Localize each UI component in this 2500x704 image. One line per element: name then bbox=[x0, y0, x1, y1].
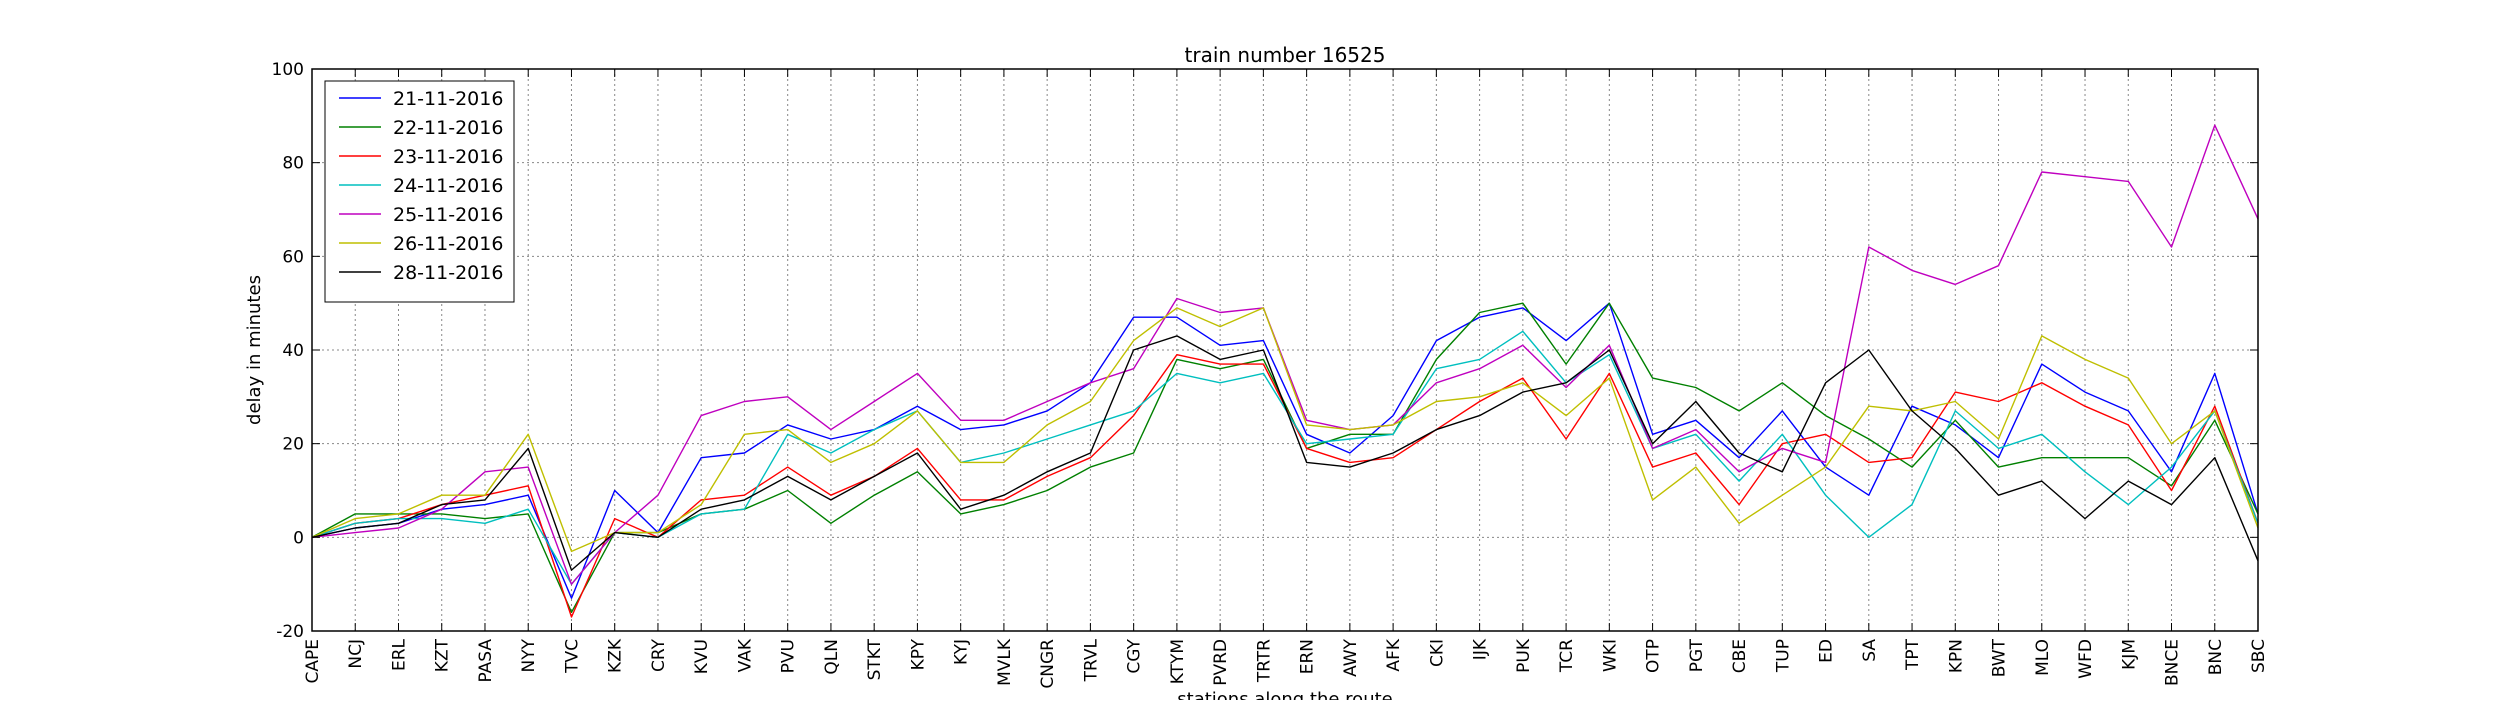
x-tick-label: AFK bbox=[1384, 638, 1404, 671]
x-tick-label: BWT bbox=[1990, 638, 2010, 677]
x-tick-label: CGY bbox=[1125, 638, 1145, 673]
legend-label: 24-11-2016 bbox=[393, 175, 503, 197]
chart-title: train number 16525 bbox=[1185, 43, 1386, 67]
x-tick-label: MLO bbox=[2033, 639, 2053, 676]
x-tick-label: CKI bbox=[1427, 639, 1447, 667]
y-axis: -20 0 20 40 60 80 100 bbox=[272, 60, 2258, 642]
legend: 21-11-2016 22-11-2016 23-11-2016 24-11-2016… bbox=[324, 80, 515, 303]
y-axis-label: delay in minutes bbox=[244, 275, 265, 425]
x-tick-label: AWY bbox=[1341, 638, 1361, 677]
grid bbox=[312, 69, 2258, 631]
x-tick-label: TUP bbox=[1773, 639, 1793, 673]
x-tick-label: IJK bbox=[1471, 638, 1491, 660]
legend-label: 28-11-2016 bbox=[393, 262, 503, 284]
x-tick-label: TPT bbox=[1903, 638, 1923, 671]
legend-box bbox=[324, 80, 515, 303]
x-tick-label: STKT bbox=[865, 638, 885, 680]
x-axis-label: stations along the route bbox=[1177, 689, 1392, 700]
series-lines bbox=[311, 124, 2259, 618]
x-tick-label: BNC bbox=[2206, 639, 2226, 675]
x-tick-label: NCJ bbox=[346, 639, 366, 669]
x-tick-label: KPN bbox=[1946, 639, 1966, 673]
x-tick-label: TCR bbox=[1557, 639, 1577, 673]
legend-label: 26-11-2016 bbox=[393, 233, 503, 255]
x-tick-label: KZK bbox=[606, 638, 626, 673]
x-tick-label: PVRD bbox=[1211, 639, 1231, 686]
x-tick-label: KYJ bbox=[952, 639, 972, 665]
x-tick-label: KJM bbox=[2119, 639, 2139, 670]
x-tick-label: ERN bbox=[1298, 639, 1318, 674]
y-tick-label: -20 bbox=[276, 622, 304, 642]
x-tick-label: WKI bbox=[1600, 639, 1620, 672]
x-tick-label: CRY bbox=[649, 638, 669, 672]
series-line-21-11-2016 bbox=[311, 302, 2259, 599]
x-tick-label: TRVL bbox=[1081, 638, 1101, 682]
x-tick-label: PUK bbox=[1514, 638, 1534, 673]
x-tick-label: VAK bbox=[735, 638, 755, 672]
x-tick-label: CNGR bbox=[1038, 639, 1058, 689]
series-line-28-11-2016 bbox=[311, 335, 2259, 571]
x-tick-label: CAPE bbox=[303, 639, 323, 684]
x-tick-label: KPY bbox=[908, 638, 928, 670]
x-tick-label: WFD bbox=[2076, 639, 2096, 679]
legend-label: 25-11-2016 bbox=[393, 204, 503, 226]
x-tick-label: KZT bbox=[433, 638, 453, 672]
y-tick-label: 0 bbox=[293, 528, 304, 548]
x-axis: CAPE NCJ ERL KZT PASA NYY TVC KZK CRY KVU VAK PVU QL… bbox=[303, 69, 2269, 689]
x-tick-label: PASA bbox=[476, 639, 496, 683]
x-tick-label: PGT bbox=[1687, 638, 1707, 672]
x-tick-label: MVLK bbox=[995, 638, 1015, 686]
x-tick-label: ED bbox=[1817, 639, 1837, 663]
y-tick-label: 100 bbox=[272, 60, 304, 80]
legend-label: 21-11-2016 bbox=[393, 88, 503, 110]
x-tick-label: KTYM bbox=[1168, 639, 1188, 684]
y-tick-label: 60 bbox=[282, 247, 304, 267]
x-tick-label: SBC bbox=[2249, 639, 2269, 673]
series-line-25-11-2016 bbox=[311, 124, 2259, 585]
legend-label: 23-11-2016 bbox=[393, 146, 503, 168]
x-tick-label: ERL bbox=[389, 638, 409, 671]
x-tick-label: TRTR bbox=[1254, 639, 1274, 683]
x-tick-label: QLN bbox=[822, 639, 842, 675]
x-tick-label: TVC bbox=[562, 639, 582, 674]
x-tick-label: CBE bbox=[1730, 639, 1750, 673]
series-line-26-11-2016 bbox=[311, 307, 2259, 553]
x-tick-label: KVU bbox=[692, 639, 712, 674]
x-tick-label: BNCE bbox=[2163, 639, 2183, 686]
x-tick-label: PVU bbox=[779, 639, 799, 673]
y-tick-label: 40 bbox=[282, 341, 304, 361]
y-tick-label: 20 bbox=[282, 435, 304, 455]
x-tick-label: NYY bbox=[519, 638, 539, 672]
x-tick-label: OTP bbox=[1644, 639, 1664, 673]
y-tick-label: 80 bbox=[282, 154, 304, 174]
legend-label: 22-11-2016 bbox=[393, 117, 503, 139]
x-tick-label: SA bbox=[1860, 639, 1880, 662]
